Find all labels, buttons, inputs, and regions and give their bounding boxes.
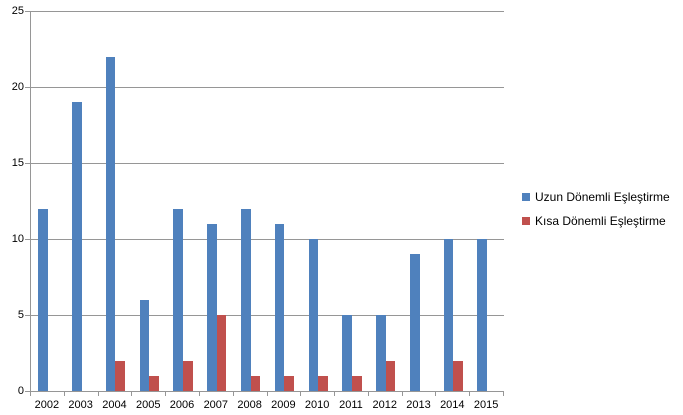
y-tick-5	[25, 315, 30, 316]
x-tick-2	[97, 392, 99, 396]
x-axis-label-2010: 2010	[304, 399, 330, 411]
x-tick-1	[63, 392, 65, 396]
bar-uzun-2015	[477, 239, 488, 391]
legend-item-kisa: Kısa Dönemli Eşleştirme	[522, 214, 670, 228]
x-tick-9	[334, 392, 336, 396]
x-tick-10	[367, 392, 369, 396]
x-axis-label-2013: 2013	[406, 399, 431, 411]
y-tick-0	[25, 391, 30, 392]
gridline-y-20	[31, 87, 504, 88]
bar-kisa-2009	[284, 375, 295, 391]
legend-label-kisa: Kısa Dönemli Eşleştirme	[535, 214, 666, 228]
x-axis-label-2002: 2002	[34, 399, 60, 411]
legend-swatch-kisa	[522, 217, 530, 225]
x-tick-7	[266, 392, 268, 396]
bar-uzun-2005	[139, 299, 150, 391]
y-axis-label-5: 5	[17, 309, 24, 321]
bar-uzun-2010	[308, 239, 319, 391]
y-axis-label-0: 0	[17, 385, 24, 397]
x-axis-label-2012: 2012	[372, 399, 397, 411]
gridline-y-15	[31, 163, 504, 164]
x-tick-3	[131, 392, 133, 396]
x-tick-5	[198, 392, 200, 396]
legend-label-uzun: Uzun Dönemli Eşleştirme	[535, 190, 670, 204]
bar-kisa-2008	[250, 375, 261, 391]
bar-kisa-2014	[453, 360, 463, 391]
bar-kisa-2012	[385, 360, 396, 391]
x-tick-6	[232, 392, 234, 396]
bar-uzun-2006	[173, 208, 184, 391]
x-axis-label-2015: 2015	[473, 399, 499, 411]
bar-uzun-2013	[409, 254, 420, 391]
y-axis-label-10: 10	[11, 233, 24, 245]
bar-kisa-2004	[115, 360, 126, 391]
x-axis-label-2008: 2008	[237, 399, 262, 411]
bar-uzun-2012	[376, 315, 386, 391]
x-tick-12	[435, 392, 437, 396]
x-axis-label-2006: 2006	[169, 399, 195, 411]
y-axis-label-20: 20	[11, 81, 24, 93]
y-axis-label-25: 25	[11, 5, 24, 17]
x-tick-0	[30, 392, 31, 396]
x-axis-label-2009: 2009	[271, 399, 296, 411]
gridline-y-25	[31, 11, 504, 12]
bar-uzun-2007	[207, 223, 217, 391]
bar-uzun-2009	[274, 223, 285, 391]
x-tick-11	[401, 392, 403, 396]
y-tick-15	[25, 163, 30, 164]
legend-swatch-uzun	[522, 193, 530, 201]
bar-uzun-2008	[240, 208, 251, 391]
bar-uzun-2003	[72, 102, 82, 391]
y-tick-20	[25, 87, 30, 88]
legend-item-uzun: Uzun Dönemli Eşleştirme	[522, 190, 670, 204]
bar-kisa-2010	[318, 375, 328, 391]
bar-uzun-2011	[342, 315, 352, 391]
x-axis-label-2007: 2007	[203, 399, 229, 411]
x-tick-4	[165, 392, 167, 396]
x-axis-label-2003: 2003	[68, 399, 93, 411]
plot-area	[30, 11, 504, 392]
bar-uzun-2014	[443, 239, 454, 391]
y-axis-label-15: 15	[11, 157, 24, 169]
legend: Uzun Dönemli Eşleştirme Kısa Dönemli Eşl…	[522, 190, 670, 238]
bar-kisa-2007	[216, 315, 227, 391]
x-tick-13	[469, 392, 471, 396]
y-tick-25	[25, 11, 30, 12]
x-axis-label-2004: 2004	[102, 399, 127, 411]
bar-kisa-2005	[149, 375, 159, 391]
bar-uzun-2004	[105, 56, 116, 391]
x-tick-14	[503, 392, 504, 396]
gridline-y-10	[31, 239, 504, 240]
bar-kisa-2011	[351, 375, 362, 391]
x-axis-label-2014: 2014	[440, 399, 465, 411]
gridline-y-5	[31, 315, 504, 316]
x-axis-label-2011: 2011	[339, 399, 363, 411]
x-tick-8	[300, 392, 302, 396]
y-tick-10	[25, 239, 30, 240]
bar-uzun-2002	[38, 208, 48, 391]
bar-kisa-2006	[183, 360, 193, 391]
x-axis-label-2005: 2005	[135, 399, 161, 411]
